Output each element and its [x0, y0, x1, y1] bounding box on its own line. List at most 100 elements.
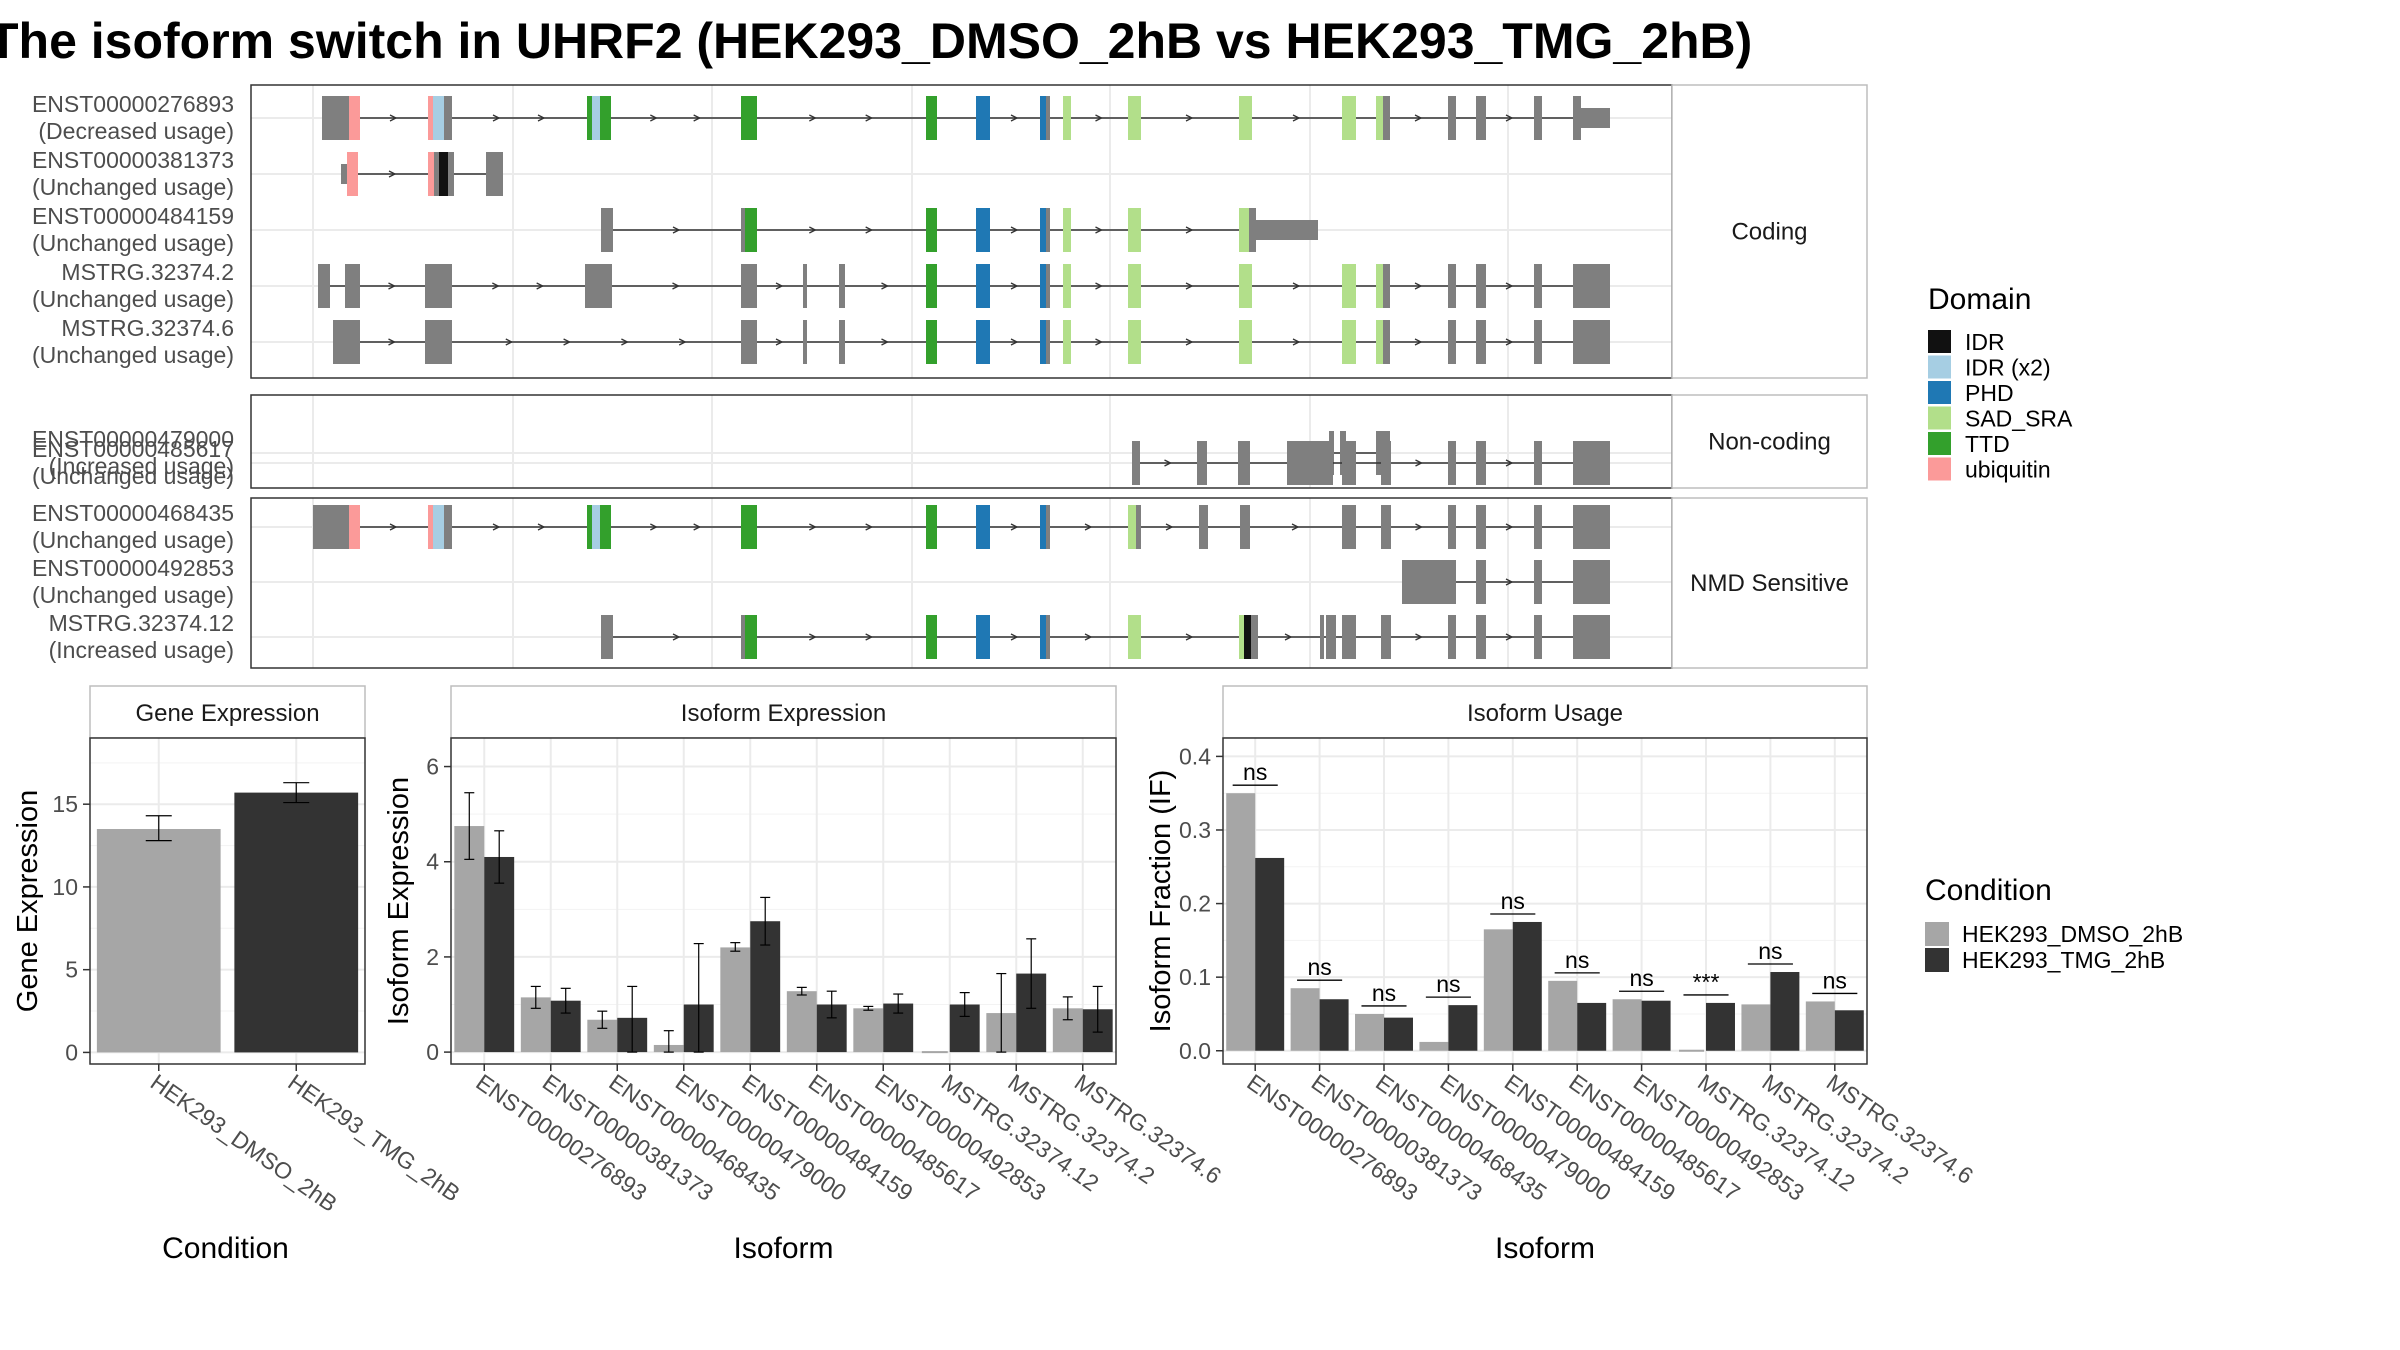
chart-isoform-usage: Isoform Usage ns ns ns ns ns ns ns *** ns ns 0.0 0.1… [1145, 685, 1978, 1265]
strand-arrow [492, 523, 501, 531]
domain-exon [1128, 208, 1141, 252]
domain-legend-label: ubiquitin [1965, 457, 2051, 483]
exon [1240, 505, 1250, 549]
transcript-usage-label: (Unchanged usage) [32, 463, 234, 489]
exon [486, 152, 503, 196]
exon [333, 320, 360, 364]
exon [741, 320, 757, 364]
exon [803, 320, 807, 364]
domain-exon [587, 505, 592, 549]
transcript-panel-non-coding: Non-coding ENST00000479000(Increased usag… [32, 394, 1868, 489]
strand-arrow [1415, 459, 1423, 467]
facet-strip [450, 685, 1117, 739]
strand-arrow [388, 170, 397, 178]
facet-strip [1671, 84, 1868, 379]
exon [1534, 615, 1542, 659]
exon [1046, 615, 1050, 659]
exon [1573, 505, 1610, 549]
exon [1342, 505, 1356, 549]
exon [1251, 615, 1258, 659]
bar [720, 947, 751, 1053]
strand-arrow [1415, 633, 1423, 641]
exon [741, 615, 745, 659]
strand-arrow [1414, 114, 1423, 122]
strand-arrow [1414, 338, 1423, 346]
strand-arrow [1185, 282, 1194, 290]
exon [425, 320, 452, 364]
domain-exon [1376, 96, 1383, 140]
strand-arrow [1095, 338, 1103, 346]
bar [454, 826, 485, 1053]
domain-exon [347, 152, 358, 196]
bar [1355, 1013, 1384, 1051]
strand-arrow [1505, 633, 1514, 641]
strand-arrow [693, 523, 702, 531]
domain-exon [741, 505, 757, 549]
facet-strip-label: Non-coding [1708, 429, 1831, 456]
domain-exon [926, 320, 937, 364]
domain-legend-label: IDR (x2) [1965, 355, 2051, 381]
strand-arrow [809, 633, 817, 641]
exon [1046, 320, 1050, 364]
bar [1384, 1017, 1413, 1051]
exon [1476, 264, 1486, 308]
domain-exon [745, 208, 757, 252]
domain-exon [600, 505, 611, 549]
strand-arrow [650, 523, 658, 531]
strand-arrow [1010, 633, 1019, 641]
significance-label: ns [1823, 967, 1847, 993]
bar [234, 792, 359, 1053]
transcript-id-label: ENST00000485617 [32, 436, 234, 462]
bar [1577, 1002, 1607, 1051]
condition-legend-title: Condition [1925, 874, 2052, 907]
exon [1256, 220, 1318, 240]
strand-arrow [1292, 282, 1301, 290]
y-axis-title: Gene Expression [12, 790, 44, 1012]
strand-arrow [492, 282, 500, 290]
bar [1706, 1002, 1735, 1051]
strand-arrow [775, 282, 784, 290]
transcript-usage-label: (Increased usage) [49, 637, 234, 663]
strand-arrow [1185, 114, 1194, 122]
y-tick-label: 6 [426, 754, 439, 780]
exon [1326, 615, 1336, 659]
domain-exon [1040, 320, 1046, 364]
bar [1448, 1005, 1478, 1051]
strand-arrow [672, 633, 681, 641]
strand-arrow [672, 282, 680, 290]
transcript-id-label: ENST00000468435 [32, 500, 234, 526]
exon [601, 208, 613, 252]
exon [1383, 96, 1390, 140]
strand-arrow [881, 282, 889, 290]
strand-arrow [865, 114, 874, 122]
strand-arrow [865, 523, 874, 531]
exon [1342, 441, 1356, 485]
strand-arrow [388, 338, 396, 346]
facet-strip [1671, 497, 1868, 669]
domain-legend-swatch [1928, 457, 1951, 481]
domain-exon [1239, 615, 1244, 659]
transcript-id-label: ENST00000381373 [32, 147, 234, 173]
exon [803, 264, 807, 308]
strand-arrow [1415, 523, 1423, 531]
bar [1419, 1041, 1449, 1051]
y-tick-label: 0.2 [1179, 891, 1211, 917]
strand-arrow [809, 523, 817, 531]
strand-arrow [1010, 226, 1019, 234]
strand-arrow [563, 338, 572, 346]
transcript-panel-coding: Coding ENST00000276893(Decreased usage) EN… [32, 84, 1868, 379]
domain-exon [1342, 264, 1356, 308]
panel-background [251, 395, 1672, 488]
chart-title: Isoform Usage [1467, 700, 1623, 727]
strand-arrow [492, 114, 501, 122]
exon [1573, 560, 1610, 604]
transcript-usage-label: (Unchanged usage) [32, 230, 234, 256]
domain-exon [433, 505, 444, 549]
bar [1770, 972, 1800, 1051]
domain-legend-title: Domain [1928, 283, 2031, 316]
bar [1641, 1000, 1671, 1051]
exon [1381, 505, 1391, 549]
bar [1741, 1004, 1771, 1051]
domain-exon [1376, 320, 1383, 364]
